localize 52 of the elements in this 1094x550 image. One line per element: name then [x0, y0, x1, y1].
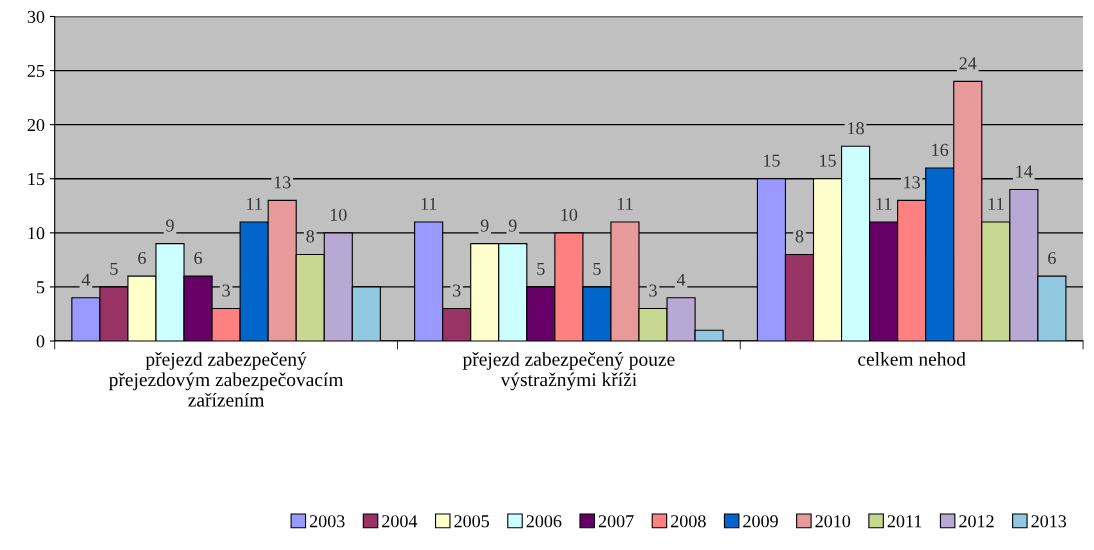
y-tick-label: 30	[27, 10, 45, 23]
legend-label: 2009	[743, 515, 778, 528]
data-label: 5	[110, 262, 118, 275]
data-label: 8	[795, 230, 804, 243]
x-tick-label: přejezd zabezpečený pouze výstražnými kříži	[462, 352, 675, 391]
legend-label: 2006	[526, 515, 562, 528]
data-label: 5	[537, 262, 545, 275]
legend-label: 2010	[815, 515, 851, 528]
x-tick-label: přejezd zabezpečený přejezdovým zabezpečovacím zařízením	[108, 352, 344, 407]
data-label: 3	[649, 284, 657, 297]
data-label: 10	[330, 208, 347, 221]
legend-label: 2012	[959, 515, 994, 528]
data-label: 14	[1016, 165, 1033, 178]
data-label: 3	[222, 284, 230, 297]
data-label: 11	[421, 197, 437, 210]
legend-label: 2005	[454, 515, 489, 528]
legend-label: 2003	[309, 515, 345, 528]
data-label: 15	[764, 154, 780, 167]
data-label: 11	[617, 197, 633, 210]
data-label: 10	[561, 208, 578, 221]
data-label: 4	[81, 273, 91, 286]
data-label: 13	[904, 176, 920, 189]
data-label: 3	[453, 284, 461, 297]
legend-label: 2008	[671, 515, 706, 528]
y-tick-label: 0	[36, 335, 45, 348]
y-tick-label: 20	[27, 118, 45, 132]
legend-label: 2013	[1031, 515, 1067, 528]
data-label: 16	[932, 143, 949, 156]
data-label: 4	[676, 273, 686, 286]
data-label: 13	[274, 176, 291, 189]
data-label: 6	[1048, 251, 1056, 265]
data-label: 24	[959, 57, 977, 70]
data-label: 6	[194, 251, 203, 265]
data-label: 6	[138, 251, 146, 265]
data-label: 15	[820, 154, 836, 167]
y-tick-label: 10	[28, 227, 45, 240]
data-label: 5	[593, 262, 601, 275]
data-label: 11	[247, 197, 262, 210]
legend-label: 2004	[382, 515, 418, 528]
y-tick-label: 5	[37, 281, 45, 294]
legend-label: 2011	[887, 515, 922, 528]
data-label: 11	[988, 197, 1004, 210]
data-label: 11	[876, 197, 892, 210]
data-label: 8	[306, 230, 315, 243]
legend-label: 2007	[598, 515, 634, 528]
data-label: 18	[848, 122, 864, 135]
data-label: 9	[480, 219, 489, 232]
x-tick-label: celkem nehod	[858, 352, 966, 366]
data-label: 9	[166, 219, 174, 232]
y-tick-label: 25	[27, 64, 45, 78]
y-tick-label: 15	[28, 173, 45, 186]
data-label: 9	[508, 219, 517, 232]
